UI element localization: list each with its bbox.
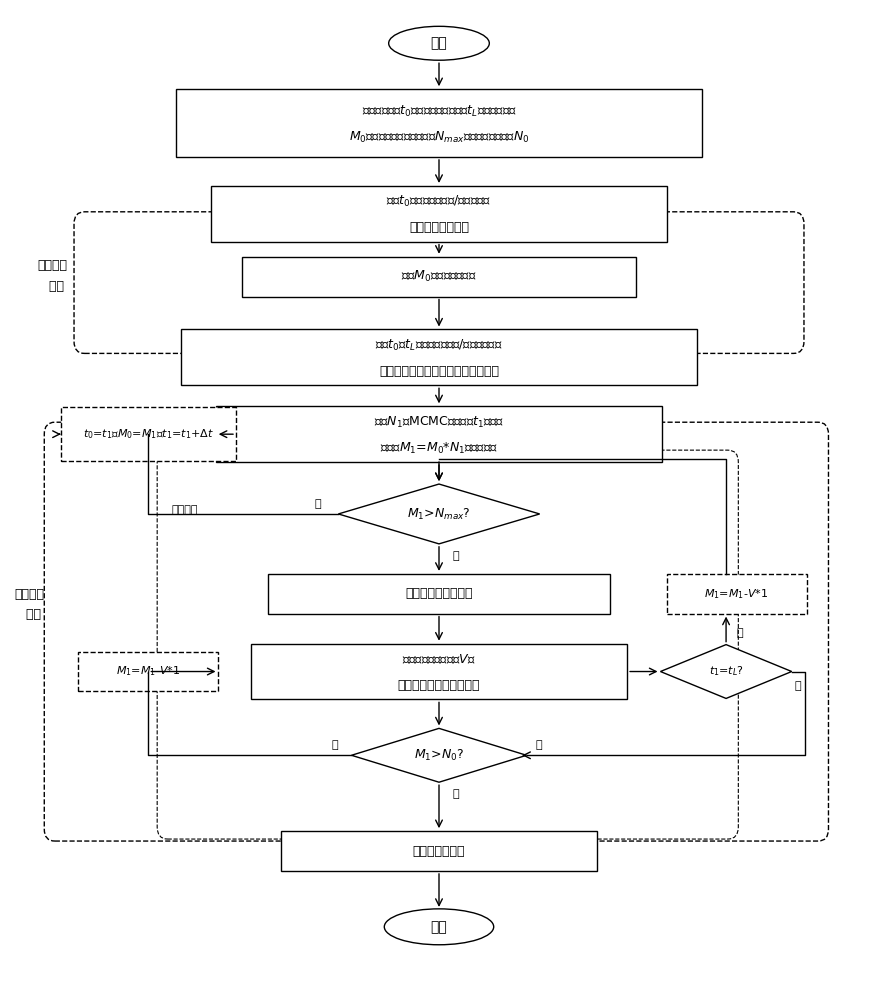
- Text: 生成$M_0$个初始静态场景: 生成$M_0$个初始静态场景: [401, 269, 476, 284]
- Bar: [216, 406, 661, 462]
- Text: 确定初始时刻$t_0$，预测区间结束时刻$t_L$，离散状态数: 确定初始时刻$t_0$，预测区间结束时刻$t_L$，离散状态数: [361, 104, 516, 119]
- Bar: [78, 652, 218, 691]
- Ellipse shape: [389, 26, 488, 60]
- Bar: [666, 574, 806, 614]
- Text: 是: 是: [332, 740, 338, 750]
- Text: 根据$t_0$及$t_L$确定分布式电源/节点负荷的功: 根据$t_0$及$t_L$确定分布式电源/节点负荷的功: [374, 338, 503, 353]
- Bar: [282, 831, 595, 871]
- Bar: [251, 644, 626, 699]
- Text: 通过$N_1$次MCMC抽样获取$t_1$时刻场: 通过$N_1$次MCMC抽样获取$t_1$时刻场: [374, 415, 503, 430]
- Bar: [242, 257, 635, 297]
- Bar: [61, 407, 236, 461]
- Polygon shape: [660, 645, 791, 698]
- Text: 景，共$M_1$=$M_0$*$N_1$个场景序列: 景，共$M_1$=$M_0$*$N_1$个场景序列: [380, 441, 497, 456]
- Text: 场景削减: 场景削减: [172, 505, 198, 515]
- Text: 场景，更新邻近场景概率: 场景，更新邻近场景概率: [397, 679, 480, 692]
- Text: 生成: 生成: [18, 608, 41, 621]
- Text: $M_1$>$N_0$?: $M_1$>$N_0$?: [413, 748, 464, 763]
- Text: 开始: 开始: [430, 36, 447, 50]
- FancyBboxPatch shape: [74, 212, 803, 353]
- Text: 否: 否: [314, 499, 320, 509]
- Text: 根据$t_0$获取分布式电源/节点负荷的: 根据$t_0$获取分布式电源/节点负荷的: [386, 194, 491, 209]
- Text: 动态场景: 动态场景: [14, 588, 45, 601]
- Text: $t_1$=$t_L$?: $t_1$=$t_L$?: [708, 665, 743, 678]
- Text: 计算场景间概率距离: 计算场景间概率距离: [405, 587, 472, 600]
- Polygon shape: [338, 484, 539, 544]
- Text: 率离散状态数及对应的转移概率矩阵: 率离散状态数及对应的转移概率矩阵: [379, 365, 498, 378]
- Text: 是: 是: [452, 551, 458, 561]
- Bar: [181, 329, 696, 385]
- Text: 否: 否: [736, 628, 742, 638]
- Text: 否: 否: [452, 789, 458, 799]
- Text: 是: 是: [794, 681, 800, 691]
- Text: $M_0$，最大能处理场景序列数$N_{max}$，典型光伏场景数$N_0$: $M_0$，最大能处理场景序列数$N_{max}$，典型光伏场景数$N_0$: [348, 129, 529, 145]
- Text: $t_0$=$t_1$，$M_0$=$M_1$，$t_1$=$t_1$+$\Delta t$: $t_0$=$t_1$，$M_0$=$M_1$，$t_1$=$t_1$+$\De…: [83, 427, 214, 441]
- FancyBboxPatch shape: [157, 450, 738, 839]
- Text: $M_1$>$N_{max}$?: $M_1$>$N_{max}$?: [407, 506, 470, 522]
- Bar: [211, 186, 666, 242]
- Text: 剔除概率距离最小的$V$个: 剔除概率距离最小的$V$个: [402, 653, 475, 666]
- Polygon shape: [351, 728, 526, 782]
- Text: 经验概率分布函数: 经验概率分布函数: [409, 221, 468, 234]
- Text: 结束: 结束: [430, 920, 447, 934]
- FancyBboxPatch shape: [44, 422, 828, 841]
- Bar: [176, 89, 701, 157]
- Text: $M_1$=$M_1$-$V$*1: $M_1$=$M_1$-$V$*1: [116, 665, 181, 678]
- Text: $M_1$=$M_1$-$V$*1: $M_1$=$M_1$-$V$*1: [703, 587, 767, 601]
- Bar: [268, 574, 609, 614]
- Text: 是: 是: [535, 740, 541, 750]
- Text: 获得典型场景集: 获得典型场景集: [412, 845, 465, 858]
- Text: 生成: 生成: [40, 280, 63, 293]
- Ellipse shape: [384, 909, 493, 945]
- Text: 静态场景: 静态场景: [37, 259, 67, 272]
